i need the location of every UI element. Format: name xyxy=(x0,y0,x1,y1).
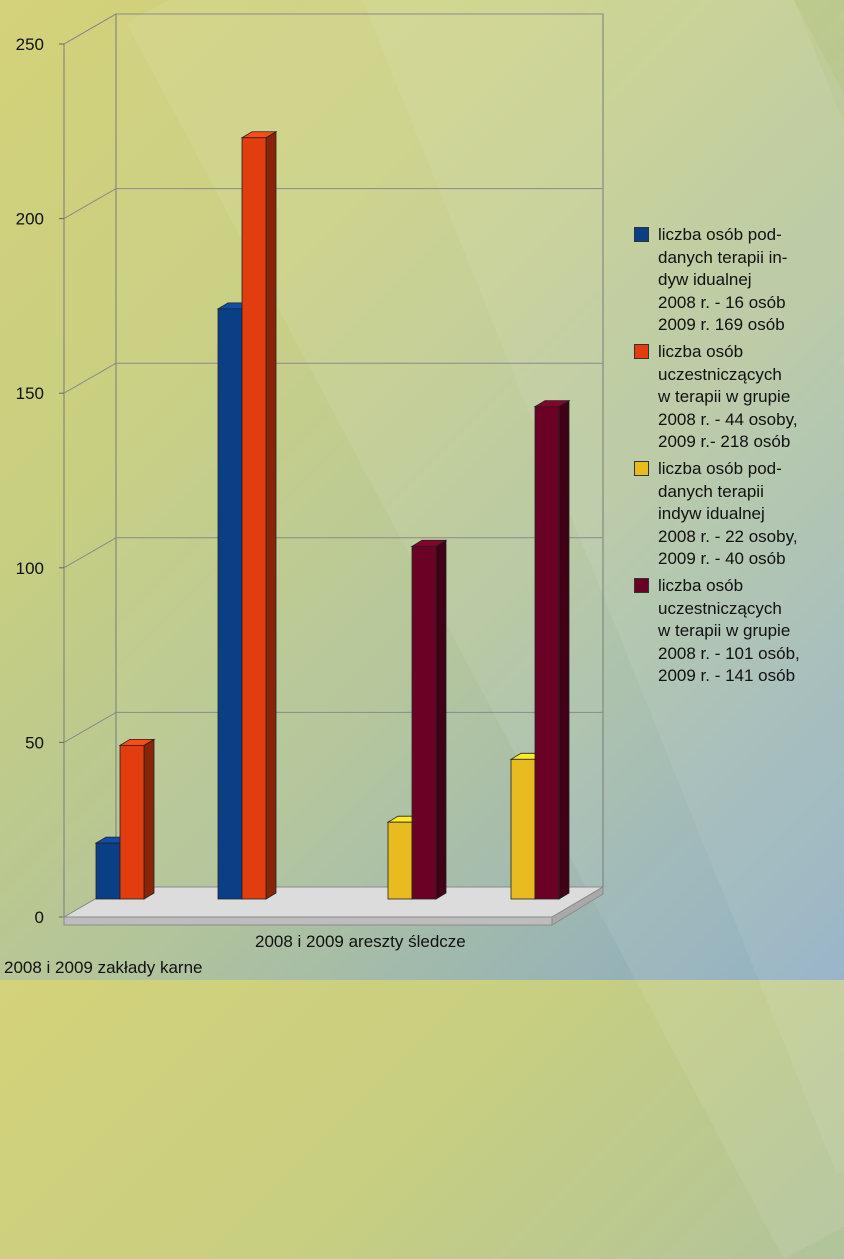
bar-side xyxy=(143,738,155,900)
bars xyxy=(94,131,571,900)
y-axis-ticks: 0 50 100 150 200 250 xyxy=(16,35,44,927)
legend-swatch xyxy=(634,460,649,476)
y-tick-label: 250 xyxy=(16,35,44,54)
legend: liczba osób pod- danych terapii in- dyw … xyxy=(634,224,844,692)
bar-front xyxy=(411,545,437,900)
bar-front xyxy=(241,137,267,900)
back-wall-panel xyxy=(115,13,604,888)
bar xyxy=(533,399,571,900)
gridline-depth xyxy=(63,711,117,743)
y-tick-label: 100 xyxy=(16,559,44,578)
bar xyxy=(240,131,278,900)
bar xyxy=(410,539,448,900)
gridline-depth xyxy=(63,13,117,45)
side-wall-edge xyxy=(63,13,117,917)
legend-label: liczba osób pod- danych terapii in- dyw … xyxy=(658,225,788,335)
gridline-depth xyxy=(63,537,117,569)
gridline-depth xyxy=(63,188,117,220)
y-tick-label: 150 xyxy=(16,384,44,403)
y-tick-label: 0 xyxy=(35,908,44,927)
legend-item: liczba osób uczestniczących w terapii w … xyxy=(634,341,844,454)
legend-swatch xyxy=(634,343,649,359)
gridline-depth xyxy=(63,362,117,394)
bar-side xyxy=(558,399,570,900)
bar-front xyxy=(217,308,243,900)
y-tick-label: 200 xyxy=(16,210,44,229)
legend-label: liczba osób uczestniczących w terapii w … xyxy=(658,575,800,686)
legend-item: liczba osób pod- danych terapii in- dyw … xyxy=(634,224,844,337)
bar-front xyxy=(119,744,145,900)
floor-side xyxy=(551,886,604,926)
x-category-label: 2008 i 2009 zakłady karne xyxy=(4,958,203,977)
bar-front xyxy=(510,758,536,900)
legend-item: liczba osób uczestniczących w terapii w … xyxy=(634,575,844,688)
bar-chart: 0 50 100 150 200 250 xyxy=(16,13,605,927)
legend-swatch xyxy=(634,227,649,242)
x-category-label: 2008 i 2009 areszty śledcze xyxy=(255,932,466,951)
bar-front xyxy=(534,406,560,900)
bar-side xyxy=(435,539,447,900)
y-tick-label: 50 xyxy=(25,733,44,752)
bar-side xyxy=(265,131,277,900)
bar-front xyxy=(95,842,121,900)
legend-label: liczba osób pod- danych terapii indyw id… xyxy=(658,458,798,569)
chart-back-wall xyxy=(63,13,604,917)
bar xyxy=(118,738,156,900)
legend-label: liczba osób uczestniczących w terapii w … xyxy=(658,341,798,452)
chart-floor xyxy=(62,886,605,926)
legend-swatch xyxy=(634,577,649,593)
bar-front xyxy=(387,821,413,900)
legend-item: liczba osób pod- danych terapii indyw id… xyxy=(634,458,844,571)
floor-front xyxy=(63,916,553,926)
